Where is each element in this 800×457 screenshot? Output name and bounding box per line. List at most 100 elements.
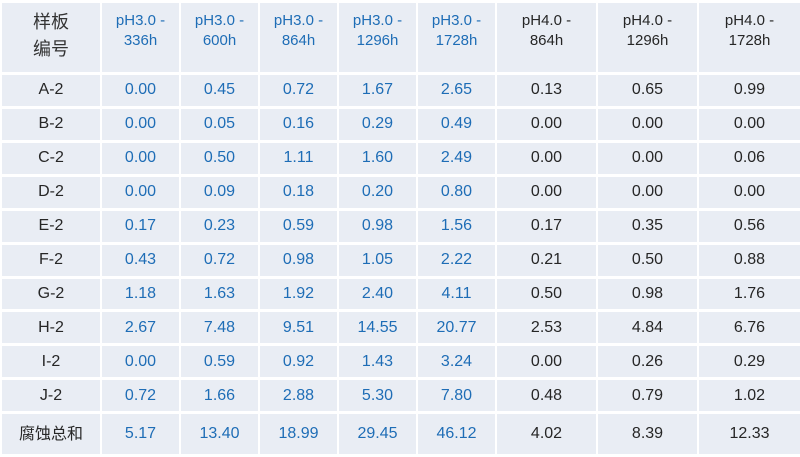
cell: 20.77 [416, 309, 497, 347]
cell: 0.29 [337, 105, 418, 143]
cell: 0.00 [100, 72, 181, 109]
cell: 0.06 [697, 139, 800, 177]
cell: 7.48 [179, 309, 260, 347]
cell: 13.40 [179, 411, 260, 457]
cell: 0.16 [258, 105, 339, 143]
col-header-ph3-864h: pH3.0 - 864h [258, 0, 339, 75]
table-row: B-2 0.00 0.05 0.16 0.29 0.49 0.00 0.00 0… [0, 105, 800, 143]
cell: 2.22 [416, 241, 497, 279]
cell: 1.11 [258, 139, 339, 177]
cell: 8.39 [596, 411, 699, 457]
cell: 0.88 [697, 241, 800, 279]
table-row: G-2 1.18 1.63 1.92 2.40 4.11 0.50 0.98 1… [0, 275, 800, 313]
cell: 1.76 [697, 275, 800, 313]
cell: 0.50 [596, 241, 699, 279]
cell: 9.51 [258, 309, 339, 347]
col-header-ph3-600h: pH3.0 - 600h [179, 0, 260, 75]
cell: 0.00 [100, 343, 181, 381]
cell: 0.50 [495, 275, 598, 313]
cell: 2.65 [416, 72, 497, 109]
cell: 2.53 [495, 309, 598, 347]
cell: 0.18 [258, 173, 339, 211]
cell: 0.49 [416, 105, 497, 143]
col-header-ph3-336h: pH3.0 - 336h [100, 0, 181, 75]
cell: 6.76 [697, 309, 800, 347]
cell: 2.67 [100, 309, 181, 347]
cell: 18.99 [258, 411, 339, 457]
col-header-ph4-1296h: pH4.0 - 1296h [596, 0, 699, 75]
col-header-ph3-1296h: pH3.0 - 1296h [337, 0, 418, 75]
cell: 1.05 [337, 241, 418, 279]
cell: 0.43 [100, 241, 181, 279]
row-label-e2: E-2 [0, 207, 102, 245]
cell: 0.00 [100, 105, 181, 143]
cell: 4.02 [495, 411, 598, 457]
cell: 7.80 [416, 377, 497, 415]
cell: 2.88 [258, 377, 339, 415]
cell: 2.40 [337, 275, 418, 313]
cell: 4.84 [596, 309, 699, 347]
cell: 0.17 [495, 207, 598, 245]
cell: 1.56 [416, 207, 497, 245]
table-row: F-2 0.43 0.72 0.98 1.05 2.22 0.21 0.50 0… [0, 241, 800, 279]
cell: 3.24 [416, 343, 497, 381]
col-header-sample-id: 样板 编号 [0, 0, 102, 75]
table-row: I-2 0.00 0.59 0.92 1.43 3.24 0.00 0.26 0… [0, 343, 800, 381]
cell: 0.98 [258, 241, 339, 279]
cell: 0.45 [179, 72, 260, 109]
cell: 0.35 [596, 207, 699, 245]
cell: 0.00 [697, 173, 800, 211]
row-label-i2: I-2 [0, 343, 102, 381]
cell: 1.02 [697, 377, 800, 415]
total-row: 腐蚀总和 5.17 13.40 18.99 29.45 46.12 4.02 8… [0, 411, 800, 457]
cell: 0.59 [258, 207, 339, 245]
table-row: J-2 0.72 1.66 2.88 5.30 7.80 0.48 0.79 1… [0, 377, 800, 415]
col-header-ph3-1728h: pH3.0 - 1728h [416, 0, 497, 75]
cell: 1.43 [337, 343, 418, 381]
cell: 0.00 [495, 105, 598, 143]
cell: 1.60 [337, 139, 418, 177]
cell: 0.56 [697, 207, 800, 245]
cell: 46.12 [416, 411, 497, 457]
cell: 5.17 [100, 411, 181, 457]
cell: 0.99 [697, 72, 800, 109]
table-row: E-2 0.17 0.23 0.59 0.98 1.56 0.17 0.35 0… [0, 207, 800, 245]
cell: 14.55 [337, 309, 418, 347]
cell: 0.79 [596, 377, 699, 415]
cell: 0.00 [100, 139, 181, 177]
cell: 5.30 [337, 377, 418, 415]
cell: 0.92 [258, 343, 339, 381]
row-label-a2: A-2 [0, 72, 102, 109]
cell: 0.72 [100, 377, 181, 415]
header-row: 样板 编号 pH3.0 - 336h pH3.0 - 600h pH3.0 - … [0, 0, 800, 75]
table-row: H-2 2.67 7.48 9.51 14.55 20.77 2.53 4.84… [0, 309, 800, 347]
cell: 0.17 [100, 207, 181, 245]
cell: 2.49 [416, 139, 497, 177]
row-label-c2: C-2 [0, 139, 102, 177]
cell: 0.05 [179, 105, 260, 143]
cell: 0.50 [179, 139, 260, 177]
table-row: A-2 0.00 0.45 0.72 1.67 2.65 0.13 0.65 0… [0, 72, 800, 109]
cell: 0.26 [596, 343, 699, 381]
cell: 1.66 [179, 377, 260, 415]
cell: 0.72 [258, 72, 339, 109]
cell: 0.00 [495, 173, 598, 211]
cell: 0.98 [596, 275, 699, 313]
table-row: C-2 0.00 0.50 1.11 1.60 2.49 0.00 0.00 0… [0, 139, 800, 177]
cell: 0.21 [495, 241, 598, 279]
cell: 4.11 [416, 275, 497, 313]
cell: 0.13 [495, 72, 598, 109]
cell: 0.09 [179, 173, 260, 211]
cell: 0.59 [179, 343, 260, 381]
cell: 0.48 [495, 377, 598, 415]
row-label-h2: H-2 [0, 309, 102, 347]
cell: 0.72 [179, 241, 260, 279]
cell: 0.29 [697, 343, 800, 381]
cell: 0.80 [416, 173, 497, 211]
row-label-j2: J-2 [0, 377, 102, 415]
cell: 0.00 [495, 139, 598, 177]
row-label-f2: F-2 [0, 241, 102, 279]
col-header-ph4-864h: pH4.0 - 864h [495, 0, 598, 75]
row-label-d2: D-2 [0, 173, 102, 211]
cell: 0.65 [596, 72, 699, 109]
